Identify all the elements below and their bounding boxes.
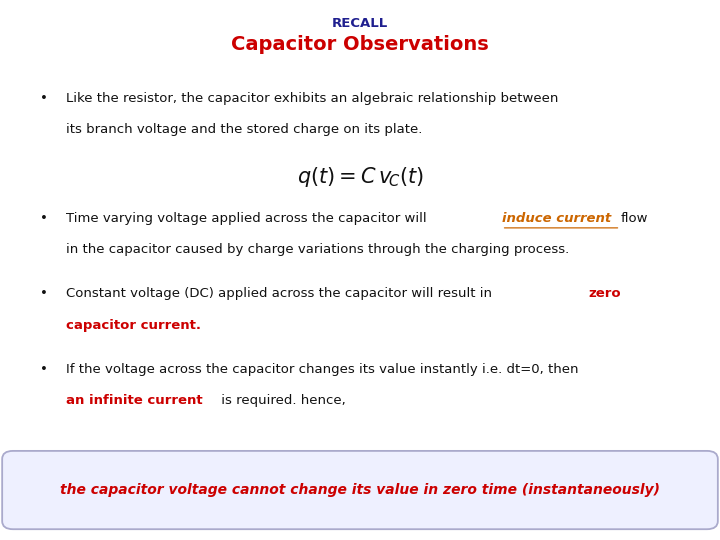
Text: zero: zero: [589, 287, 621, 300]
Text: •: •: [40, 92, 48, 105]
Text: If the voltage across the capacitor changes its value instantly i.e. dt=0, then: If the voltage across the capacitor chan…: [66, 363, 579, 376]
Text: •: •: [40, 212, 48, 225]
Text: Constant voltage (DC) applied across the capacitor will result in: Constant voltage (DC) applied across the…: [66, 287, 497, 300]
Text: Like the resistor, the capacitor exhibits an algebraic relationship between: Like the resistor, the capacitor exhibit…: [66, 92, 559, 105]
Text: the capacitor voltage cannot change its value in zero time (instantaneously): the capacitor voltage cannot change its …: [60, 483, 660, 497]
Text: induce current: induce current: [502, 212, 616, 225]
Text: Capacitor Observations: Capacitor Observations: [231, 35, 489, 54]
Text: capacitor current.: capacitor current.: [66, 319, 202, 332]
Text: •: •: [40, 287, 48, 300]
Text: its branch voltage and the stored charge on its plate.: its branch voltage and the stored charge…: [66, 123, 423, 136]
Text: Time varying voltage applied across the capacitor will: Time varying voltage applied across the …: [66, 212, 431, 225]
Text: in the capacitor caused by charge variations through the charging process.: in the capacitor caused by charge variat…: [66, 243, 570, 256]
Text: is required. hence,: is required. hence,: [217, 394, 346, 407]
Text: RECALL: RECALL: [332, 17, 388, 30]
Text: •: •: [40, 363, 48, 376]
FancyBboxPatch shape: [2, 451, 718, 529]
Text: flow: flow: [621, 212, 648, 225]
Text: $q(t) = C\, v_{\!C}(t)$: $q(t) = C\, v_{\!C}(t)$: [297, 165, 423, 188]
Text: an infinite current: an infinite current: [66, 394, 203, 407]
